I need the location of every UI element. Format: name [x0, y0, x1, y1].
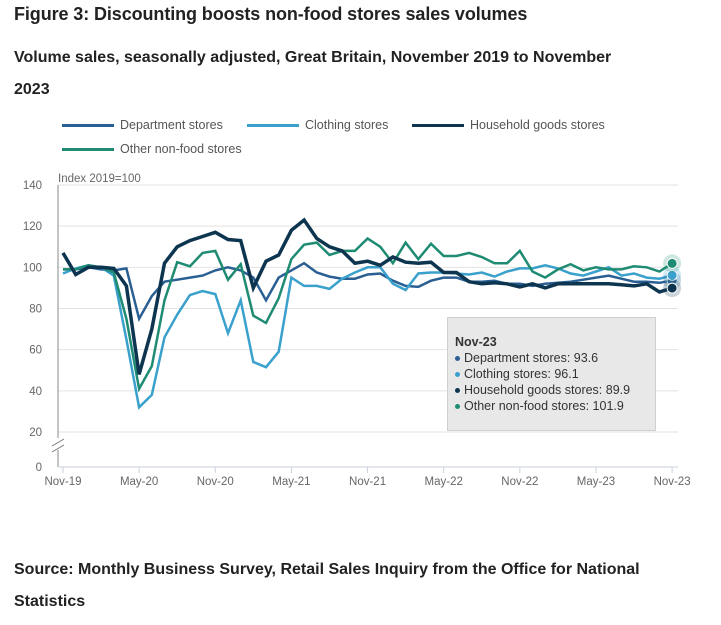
- y-tick-label: 40: [29, 386, 42, 398]
- tooltip-row: Department stores: 93.6: [455, 350, 655, 366]
- data-point-marker: [666, 269, 678, 281]
- x-tick-label: Nov-19: [44, 476, 81, 488]
- data-point-marker: [666, 257, 678, 269]
- figure-title: Figure 3: Discounting boosts non-food st…: [14, 4, 528, 24]
- data-point-marker: [666, 282, 678, 294]
- series-dot-icon: [455, 388, 460, 394]
- series-dot-icon: [455, 372, 460, 378]
- tooltip-row-label: Household goods stores: 89.9: [464, 383, 631, 397]
- axis-break-mark: [51, 444, 65, 453]
- legend-swatch: [247, 123, 299, 127]
- chart-tooltip: Nov-23 Department stores: 93.6 Clothing …: [447, 317, 656, 431]
- tooltip-row-label: Other non-food stores: 101.9: [464, 399, 624, 413]
- series-dot-icon: [455, 404, 460, 410]
- legend-item-department[interactable]: Department stores: [62, 118, 223, 132]
- tooltip-row: Clothing stores: 96.1: [455, 366, 655, 382]
- series-line-department-stores: [63, 261, 673, 323]
- legend-item-clothing[interactable]: Clothing stores: [247, 118, 388, 132]
- x-tick-label: Nov-22: [501, 476, 538, 488]
- figure-source: Source: Monthly Business Survey, Retail …: [14, 561, 640, 610]
- tooltip-row-label: Department stores: 93.6: [464, 351, 599, 365]
- x-tick-label: May-22: [425, 476, 463, 488]
- x-tick-label: May-21: [272, 476, 310, 488]
- series-line-other-non-food-stores: [63, 236, 673, 393]
- y-tick-label: 80: [29, 304, 42, 316]
- y-tick-label: 120: [23, 221, 42, 233]
- legend-swatch: [412, 123, 464, 127]
- legend-swatch: [62, 147, 114, 151]
- legend-swatch: [62, 123, 114, 127]
- legend-item-household[interactable]: Household goods stores: [412, 118, 605, 132]
- x-tick-label: May-23: [577, 476, 615, 488]
- x-tick-label: May-20: [120, 476, 158, 488]
- legend-label: Household goods stores: [470, 118, 605, 132]
- y-tick-label: 20: [29, 427, 42, 439]
- x-tick-label: Nov-23: [654, 476, 691, 488]
- legend-label: Department stores: [120, 118, 223, 132]
- legend-label: Clothing stores: [305, 118, 389, 132]
- tooltip-row: Other non-food stores: 101.9: [455, 398, 655, 414]
- legend-label: Other non-food stores: [120, 142, 242, 156]
- axis-break-mark: [51, 438, 65, 447]
- x-tick-label: Nov-20: [197, 476, 234, 488]
- figure-subtitle: Volume sales, seasonally adjusted, Great…: [14, 49, 612, 98]
- y-tick-label: 140: [23, 180, 42, 192]
- legend-item-other[interactable]: Other non-food stores: [62, 142, 242, 156]
- y-axis-label: Index 2019=100: [58, 173, 141, 185]
- tooltip-row: Household goods stores: 89.9: [455, 382, 655, 398]
- y-tick-label: 100: [23, 262, 42, 274]
- tooltip-row-label: Clothing stores: 96.1: [464, 367, 579, 381]
- series-dot-icon: [455, 356, 460, 362]
- y-tick-label: 0: [36, 462, 42, 474]
- series-line-clothing-stores: [62, 264, 673, 410]
- tooltip-header: Nov-23: [455, 335, 497, 349]
- x-tick-label: Nov-21: [349, 476, 386, 488]
- series-line-household-goods-stores: [61, 217, 673, 375]
- y-tick-label: 60: [29, 345, 42, 357]
